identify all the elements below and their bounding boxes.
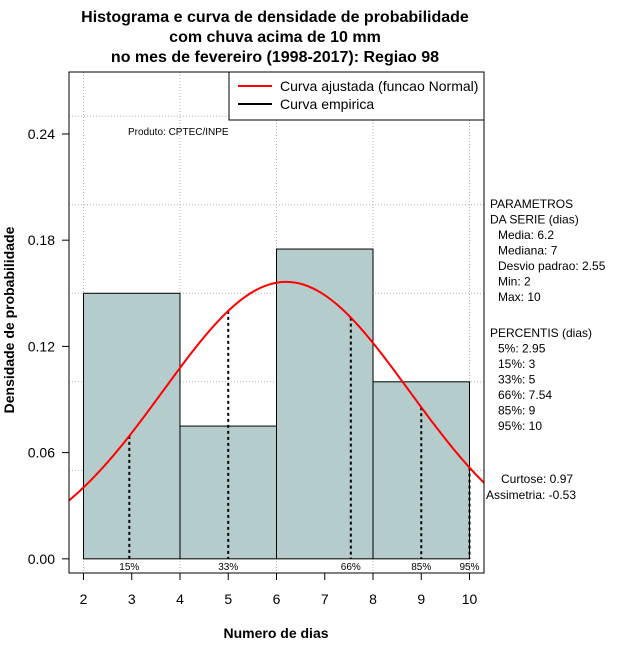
- percentis-line: 15%: 3: [498, 357, 536, 371]
- parametros-block: PARAMETROS DA SERIE (dias)Media: 6.2 Media…: [490, 197, 606, 304]
- shape-block: Curtose: 0.97 Assimetria: -0.53: [486, 472, 576, 502]
- assimetria-line: Assimetria: -0.53: [486, 488, 576, 502]
- y-tick-label: 0.18: [28, 232, 55, 248]
- chart-title-line-1: Histograma e curva de densidade de proba…: [81, 9, 469, 26]
- y-tick-label: 0.12: [28, 338, 55, 354]
- x-tick-label: 6: [273, 591, 281, 607]
- histogram-bars: [82, 248, 471, 560]
- percentile-markers: 15% 33% 66% 85% 95%: [119, 310, 480, 573]
- y-tick-label: 0.00: [28, 551, 55, 567]
- curtose-line: Curtose: 0.97: [501, 472, 573, 486]
- x-tick-label: 8: [369, 591, 377, 607]
- x-tick-label: 5: [224, 591, 232, 607]
- y-tick-label: 0.06: [28, 445, 55, 461]
- x-tick-label: 10: [462, 591, 478, 607]
- fitted-curve: [68, 280, 485, 502]
- percentis-line: 5%: 2.95: [498, 342, 546, 356]
- parametros-line: Mediana: 7: [498, 244, 558, 258]
- parametros-line: Desvio padrao: 2.55: [498, 259, 606, 273]
- parametros-line: DA SERIE (dias): [490, 213, 579, 227]
- percentis-line: 85%: 9: [498, 404, 536, 418]
- chart-title-line-2: com chuva acima de 10 mm: [169, 29, 381, 46]
- x-axis: 2 3 4 5 6 7 8 9 10: [80, 573, 478, 607]
- parametros-line: Min: 2: [498, 275, 531, 289]
- x-axis-label: Numero de dias: [223, 625, 328, 641]
- percentile-label: 33%: [218, 562, 238, 573]
- parametros-line: Media: 6.2: [498, 228, 554, 242]
- x-tick-label: 3: [128, 591, 136, 607]
- produto-label: Produto: CPTEC/INPE: [128, 127, 229, 138]
- parametros-line: PARAMETROS: [490, 197, 573, 211]
- percentile-label: 85%: [411, 562, 431, 573]
- percentis-line: PERCENTIS (dias): [490, 326, 592, 340]
- fitted-normal-curve: [68, 280, 485, 502]
- y-axis-label: Densidade de probabilidade: [1, 226, 17, 413]
- percentile-label: 95%: [460, 562, 480, 573]
- x-tick-label: 9: [417, 591, 425, 607]
- legend-label-fitted: Curva ajustada (funcao Normal): [280, 78, 478, 94]
- legend-box: [228, 71, 485, 121]
- percentile-label: 15%: [119, 562, 139, 573]
- histogram-bar: [276, 248, 374, 560]
- x-tick-label: 2: [80, 591, 88, 607]
- percentis-line: 95%: 10: [498, 419, 542, 433]
- percentile-label: 66%: [341, 562, 361, 573]
- histogram-bar: [82, 292, 181, 560]
- legend: Curva ajustada (funcao Normal) Curva emp…: [228, 71, 485, 121]
- chart-title-line-3: no mes de fevereiro (1998-2017): Regiao …: [111, 49, 439, 66]
- x-tick-label: 7: [321, 591, 329, 607]
- y-tick-label: 0.24: [28, 126, 55, 142]
- parametros-line: Max: 10: [498, 290, 541, 304]
- y-axis: 0.00 0.06 0.12 0.18 0.24: [28, 126, 69, 567]
- legend-label-empirical: Curva empirica: [280, 96, 374, 112]
- x-tick-label: 4: [176, 591, 184, 607]
- percentis-line: 33%: 5: [498, 373, 536, 387]
- percentis-line: 66%: 7.54: [498, 388, 552, 402]
